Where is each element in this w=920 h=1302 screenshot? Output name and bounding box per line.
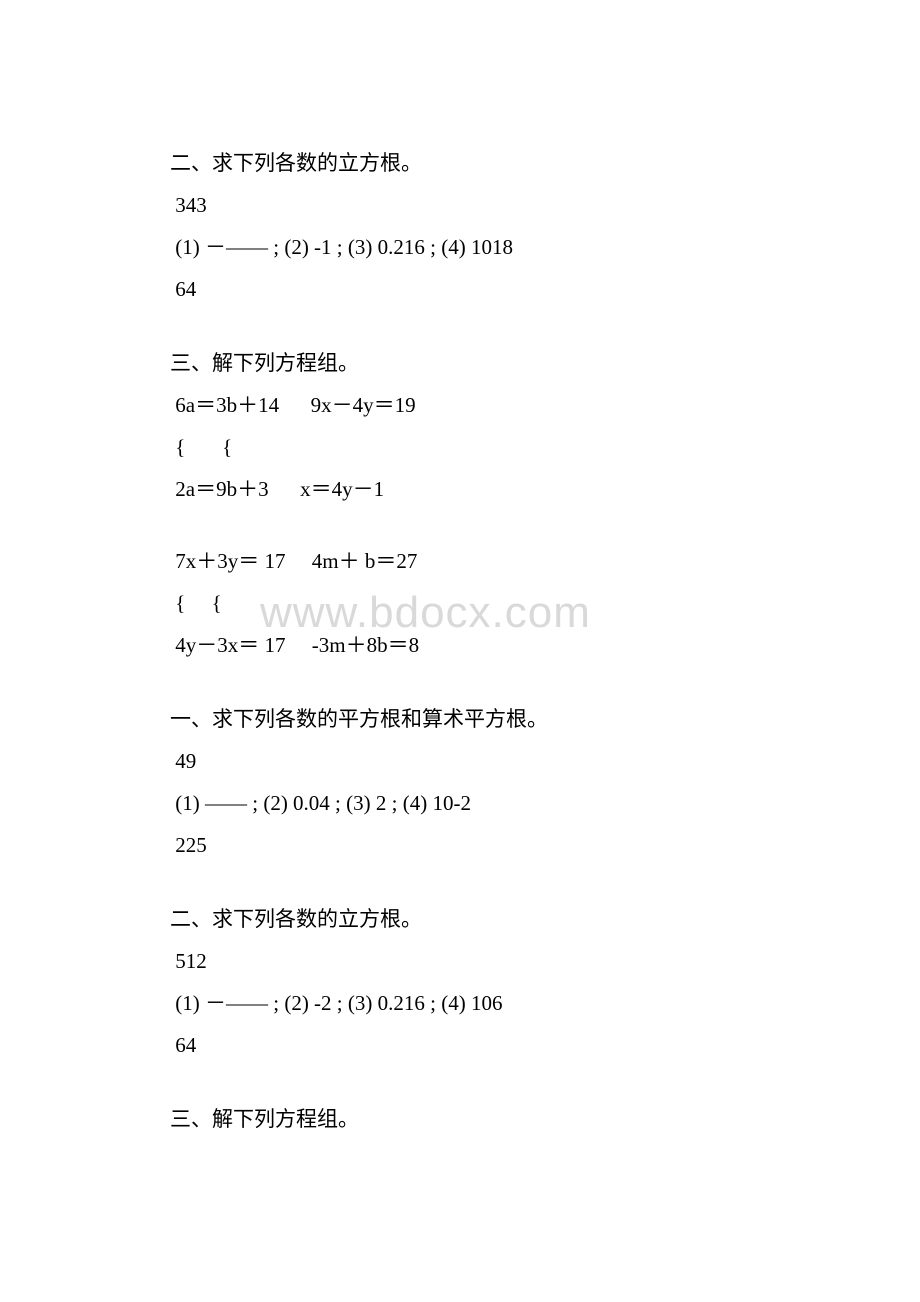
section-2-line-3: 64	[170, 268, 750, 310]
section-2b-line-1: 512	[170, 940, 750, 982]
section-2b-line-3: 64	[170, 1024, 750, 1066]
section-3-eq2-line-3: 4y－3x＝ 17 -3m＋8b＝8	[170, 624, 750, 666]
section-2-title: 二、求下列各数的立方根。	[170, 142, 750, 184]
section-3-title: 三、解下列方程组。	[170, 342, 750, 384]
section-2-line-2: (1) －—— ; (2) -1 ; (3) 0.216 ; (4) 1018	[170, 226, 750, 268]
section-2-line-1: 343	[170, 184, 750, 226]
section-3-eq2-line-1: 7x＋3y＝ 17 4m＋ b＝27	[170, 540, 750, 582]
section-3-eq1-line-1: 6a＝3b＋14 9x－4y＝19	[170, 384, 750, 426]
section-2b-title: 二、求下列各数的立方根。	[170, 898, 750, 940]
section-3-eq1-line-2: { {	[170, 426, 750, 468]
section-2b-line-2: (1) －—— ; (2) -2 ; (3) 0.216 ; (4) 106	[170, 982, 750, 1024]
section-3b-title: 三、解下列方程组。	[170, 1098, 750, 1140]
section-1-line-1: 49	[170, 740, 750, 782]
document-content: 二、求下列各数的立方根。 343 (1) －—— ; (2) -1 ; (3) …	[170, 142, 750, 1140]
section-1-title: 一、求下列各数的平方根和算术平方根。	[170, 698, 750, 740]
section-1-line-3: 225	[170, 824, 750, 866]
section-3-eq2-line-2: { {	[170, 582, 750, 624]
section-3-eq1-line-3: 2a＝9b＋3 x＝4y－1	[170, 468, 750, 510]
section-1-line-2: (1) —— ; (2) 0.04 ; (3) 2 ; (4) 10-2	[170, 782, 750, 824]
